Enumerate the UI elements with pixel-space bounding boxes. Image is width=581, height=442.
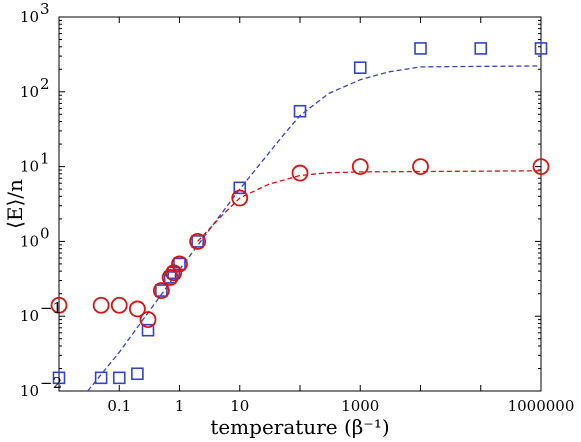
y-tick-label-exponent: −1 — [40, 299, 62, 317]
y-tick-label: 10 — [20, 307, 39, 325]
x-tick-label: 0.1 — [107, 397, 131, 415]
y-axis-title: ⟨E⟩/n — [3, 179, 27, 229]
minor-ticks — [59, 19, 541, 369]
y-tick-label-exponent: 2 — [40, 75, 50, 93]
circle-marker — [351, 158, 369, 176]
plot-area — [58, 16, 542, 392]
square-marker — [141, 323, 155, 337]
x-tick-label: 1000000 — [508, 397, 575, 415]
square-marker — [534, 42, 548, 55]
square-marker — [131, 367, 144, 381]
square-marker — [155, 284, 168, 297]
square-marker — [112, 371, 126, 385]
markers — [50, 42, 550, 385]
y-tick-label: 10 — [20, 158, 39, 176]
circle-marker — [231, 189, 249, 207]
circle-marker — [50, 296, 68, 314]
y-tick-label-exponent: 1 — [40, 150, 50, 168]
y-tick-label: 10 — [20, 8, 39, 26]
square-marker — [474, 42, 488, 55]
square-marker — [293, 104, 307, 118]
y-tick-label-exponent: 3 — [40, 0, 50, 18]
x-tick-label: 1 — [175, 397, 185, 415]
circle-marker — [139, 311, 157, 329]
y-tick-label-exponent: 0 — [40, 224, 50, 242]
circle-marker — [92, 296, 110, 314]
square-marker — [94, 371, 108, 385]
y-tick-label: 10 — [20, 83, 39, 101]
x-axis-title: temperature (β⁻¹) — [210, 415, 389, 439]
circle-marker — [171, 255, 188, 273]
circle-marker — [152, 282, 170, 299]
x-tick-labels: 0.1 1 10 1000 1000000 — [107, 397, 574, 415]
circle-marker — [165, 264, 183, 282]
x-tick-label: 1000 — [341, 397, 379, 415]
circle-marker — [128, 300, 146, 318]
circle-marker — [161, 269, 179, 286]
circle-marker — [412, 158, 429, 176]
circle-marker — [189, 232, 207, 250]
major-ticks — [58, 16, 542, 392]
square-marker — [414, 42, 427, 55]
y-tick-label: 10 — [20, 382, 39, 400]
square-marker — [233, 181, 247, 195]
square-marker — [163, 271, 177, 284]
y-tick-label: 10 — [20, 232, 39, 250]
square-marker — [191, 235, 204, 248]
y-tick-label-exponent: −2 — [40, 374, 62, 392]
circle-marker — [110, 296, 128, 314]
x-tick-label: 10 — [230, 397, 249, 415]
circle-marker — [532, 158, 550, 176]
circle-marker — [291, 164, 309, 182]
square-marker — [52, 371, 66, 385]
fit-line — [87, 65, 542, 392]
square-marker — [353, 61, 367, 74]
